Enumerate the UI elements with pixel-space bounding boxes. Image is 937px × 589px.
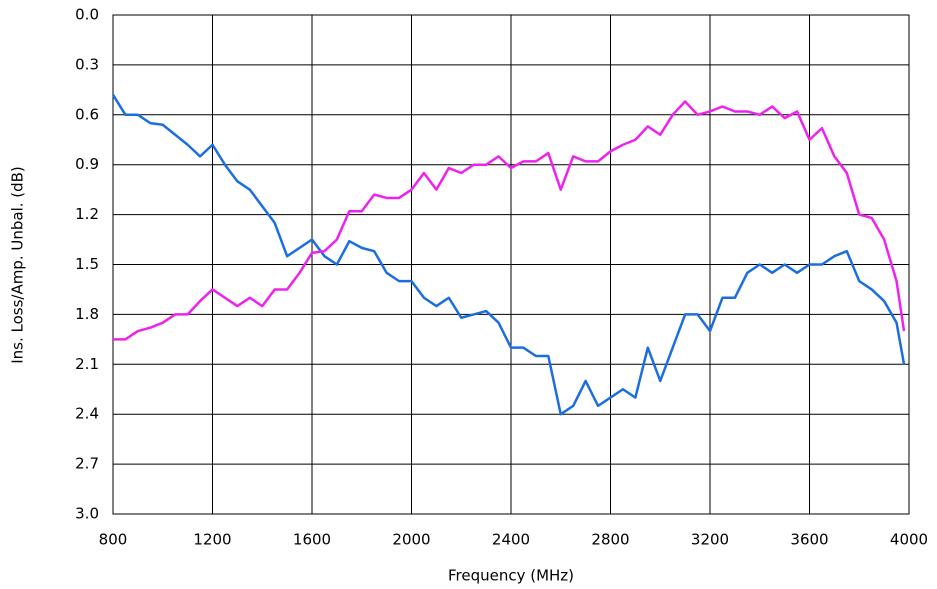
y-axis-label: Ins. Loss/Amp. Unbal. (dB) bbox=[9, 166, 27, 364]
x-tick-label: 2000 bbox=[392, 531, 430, 549]
y-tick-label: 0.9 bbox=[75, 155, 99, 173]
x-tick-label: 2800 bbox=[591, 531, 629, 549]
series-line bbox=[111, 94, 906, 416]
x-tick-label: 3200 bbox=[691, 531, 729, 549]
x-axis-label: Frequency (MHz) bbox=[448, 567, 574, 585]
x-tick-label: 3600 bbox=[790, 531, 828, 549]
y-tick-label: 2.4 bbox=[75, 405, 99, 423]
y-tick-label: 2.7 bbox=[75, 455, 99, 473]
x-tick-label: 4000 bbox=[890, 531, 928, 549]
y-tick-label: 0.0 bbox=[75, 6, 99, 24]
y-tick-label: 3.0 bbox=[75, 505, 99, 523]
y-tick-label: 1.2 bbox=[75, 205, 99, 223]
y-tick-label: 1.5 bbox=[75, 255, 99, 273]
x-tick-label: 800 bbox=[99, 531, 128, 549]
y-tick-label: 0.3 bbox=[75, 55, 99, 73]
x-tick-label: 2400 bbox=[492, 531, 530, 549]
y-tick-label: 0.6 bbox=[75, 105, 99, 123]
x-tick-label: 1200 bbox=[193, 531, 231, 549]
y-tick-label: 2.1 bbox=[75, 355, 99, 373]
series-line bbox=[113, 100, 906, 341]
y-tick-label: 1.8 bbox=[75, 305, 99, 323]
x-tick-label: 1600 bbox=[293, 531, 331, 549]
